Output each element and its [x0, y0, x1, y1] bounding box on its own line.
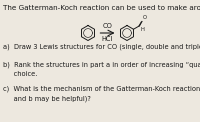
Text: O: O — [143, 15, 147, 20]
Text: c)  What is the mechanism of the Gatterman-Koch reaction (your answers to parts : c) What is the mechanism of the Gatterma… — [3, 86, 200, 102]
Text: H: H — [141, 27, 144, 32]
Text: The Gatterman-Koch reaction can be used to make aromatic aldehydes.: The Gatterman-Koch reaction can be used … — [3, 5, 200, 11]
Text: b)  Rank the structures in part a in order of increasing “quality” and briefly j: b) Rank the structures in part a in orde… — [3, 62, 200, 77]
Text: CO: CO — [103, 23, 112, 29]
Text: a)  Draw 3 Lewis structures for CO (single, double and triple bonds): a) Draw 3 Lewis structures for CO (singl… — [3, 44, 200, 51]
Text: HCl: HCl — [102, 36, 113, 42]
